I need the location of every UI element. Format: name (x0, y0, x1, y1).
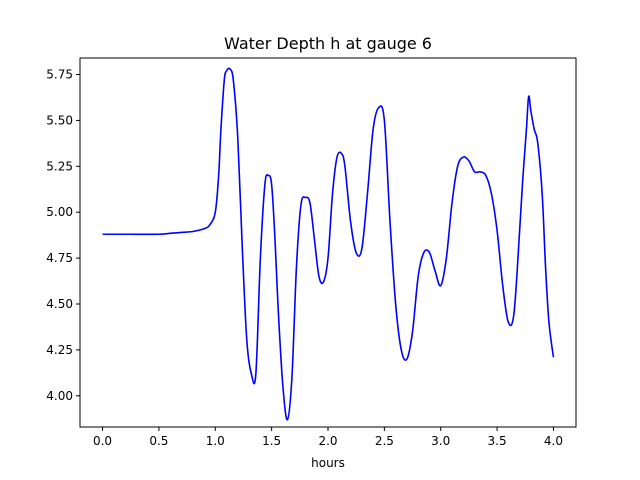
x-tick-label: 2.5 (375, 434, 394, 448)
x-axis-label: hours (311, 456, 345, 470)
x-tick-label: 1.5 (262, 434, 281, 448)
series-line-0 (102, 67, 555, 421)
y-tick-label: 5.50 (46, 113, 73, 127)
y-tick-label: 5.00 (46, 205, 73, 219)
y-tick-label: 4.50 (46, 297, 73, 311)
y-tick-label: 4.25 (46, 343, 73, 357)
y-tick-label: 5.25 (46, 159, 73, 173)
x-tick-label: 0.5 (149, 434, 168, 448)
x-tick-label: 2.0 (318, 434, 337, 448)
x-tick-label: 3.0 (431, 434, 450, 448)
x-tick-label: 1.0 (206, 434, 225, 448)
chart-title: Water Depth h at gauge 6 (224, 34, 432, 53)
y-tick-label: 4.75 (46, 251, 73, 265)
y-tick-label: 4.00 (46, 389, 73, 403)
x-tick-label: 4.0 (544, 434, 563, 448)
x-tick-label: 0.0 (93, 434, 112, 448)
plot-area: 0.0 0.5 1.0 1.5 2.0 2.5 3.0 3.5 4.0 4.00 4.25 4.50 4… (46, 57, 577, 448)
y-tick-label: 5.75 (46, 68, 73, 82)
x-tick-label: 3.5 (488, 434, 507, 448)
